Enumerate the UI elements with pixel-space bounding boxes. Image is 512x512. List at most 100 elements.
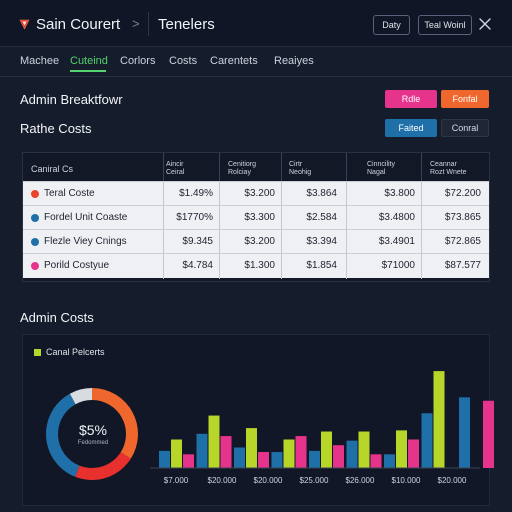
- bar-s0-g5: [346, 440, 358, 468]
- bar-s0-g1: [196, 433, 208, 468]
- table-cell: $3.4800: [378, 212, 415, 223]
- pie-slice-2: [45, 393, 80, 477]
- row-label: Flezle Viey Cnings: [44, 236, 127, 247]
- table-cell: $3.4901: [378, 236, 415, 247]
- header-divider: [421, 153, 422, 181]
- section-title-breakdown: Admin Breaktfowr: [20, 92, 123, 107]
- bar-s2-g6: [408, 439, 419, 468]
- column-divider: [281, 181, 282, 279]
- rdle-button[interactable]: Rdle: [385, 90, 437, 108]
- tab-carentets[interactable]: Carentets: [210, 55, 258, 67]
- costs-table: Caniral Cs Aincir Ceiral Cenitiorg Rolci…: [22, 152, 490, 282]
- bar-s0-g8: [459, 397, 470, 468]
- bar-s1-g2: [246, 428, 257, 468]
- row-status-dot: [31, 262, 39, 270]
- bar-s0-g7: [421, 413, 433, 468]
- section-title-costs: Rathe Costs: [20, 121, 92, 136]
- bar-s0-g2: [234, 447, 245, 468]
- header-divider: [148, 12, 149, 36]
- app-title: Sain Courert: [36, 16, 121, 33]
- tab-reaiyes[interactable]: Reaiyes: [274, 55, 314, 67]
- header-divider: [346, 153, 347, 181]
- bar-s0-g0: [159, 450, 170, 468]
- legend-label[interactable]: Canal Pelcerts: [46, 347, 105, 357]
- x-tick-label: $20.000: [254, 476, 283, 485]
- table-cell: $9.345: [182, 236, 213, 247]
- row-label: Teral Coste: [44, 188, 95, 199]
- bar-s1-g0: [171, 439, 182, 468]
- bar-s2-g8: [483, 400, 494, 468]
- breadcrumb-separator: >: [132, 16, 140, 31]
- x-tick-label: $26.000: [346, 476, 375, 485]
- table-cell: $1.854: [306, 260, 337, 271]
- app-logo-icon: [19, 19, 30, 30]
- table-header[interactable]: Cirtr Neohig: [289, 161, 312, 176]
- bar-s2-g5: [370, 454, 382, 468]
- tab-corlors[interactable]: Corlors: [120, 55, 156, 67]
- conral-button[interactable]: Conral: [441, 119, 489, 137]
- table-cell: $3.200: [244, 188, 275, 199]
- table-header[interactable]: Cenitiorg Rolciay: [228, 161, 257, 176]
- tab-costs[interactable]: Costs: [169, 55, 198, 67]
- legend-swatch: [34, 349, 41, 356]
- column-divider: [421, 181, 422, 279]
- table-cell: $3.394: [306, 236, 337, 247]
- bar-s0-g3: [271, 452, 283, 468]
- bar-s1-g5: [358, 431, 370, 468]
- fonfal-button[interactable]: Fonfal: [441, 90, 489, 108]
- x-tick-label: $7.000: [164, 476, 189, 485]
- table-header[interactable]: Caniral Cs: [31, 164, 74, 174]
- column-divider: [219, 181, 220, 279]
- nav-divider: [0, 76, 512, 77]
- table-header[interactable]: Aincir Ceiral: [166, 161, 185, 176]
- table-cell: $1770%: [176, 212, 213, 223]
- table-header[interactable]: Cinncility Nagal: [367, 161, 396, 176]
- row-status-dot: [31, 238, 39, 246]
- table-row[interactable]: Flezle Viey Cnings $9.345 $3.200 $3.394 …: [23, 229, 489, 254]
- table-row[interactable]: Porild Costyue $4.784 $1.300 $1.854 $710…: [23, 253, 489, 278]
- close-icon[interactable]: [479, 18, 491, 30]
- bar-s2-g2: [258, 452, 269, 468]
- pie-slice-3: [69, 388, 92, 405]
- table-cell: $3.200: [244, 236, 275, 247]
- table-cell: $71000: [381, 260, 415, 271]
- bar-s2-g4: [333, 445, 344, 468]
- faited-button[interactable]: Faited: [385, 119, 437, 137]
- row-label: Fordel Unit Coaste: [44, 212, 128, 223]
- section-title-admin: Admin Costs: [20, 310, 94, 325]
- bar-s1-g6: [396, 430, 407, 468]
- table-cell: $3.300: [244, 212, 275, 223]
- x-tick-label: $25.000: [300, 476, 329, 485]
- header-divider: [219, 153, 220, 181]
- day-button[interactable]: Daty: [373, 15, 410, 35]
- donut-hole: [59, 401, 125, 467]
- x-tick-label: $20.000: [208, 476, 237, 485]
- bar-s2-g3: [295, 436, 307, 468]
- row-status-dot: [31, 214, 39, 222]
- table-cell: $1.49%: [179, 188, 213, 199]
- table-cell: $72.200: [444, 188, 481, 199]
- tab-machee[interactable]: Machee: [20, 55, 60, 67]
- table-cell: $3.800: [384, 188, 415, 199]
- table-cell: $4.784: [182, 260, 213, 271]
- donut-center-caption: Fedommed: [77, 440, 109, 446]
- header-divider: [281, 153, 282, 181]
- column-divider: [163, 181, 164, 279]
- tab-cuteind[interactable]: Cuteind: [70, 55, 108, 67]
- bar-s0-g6: [384, 454, 395, 468]
- total-view-button[interactable]: Teal Woinl: [418, 15, 472, 35]
- table-row[interactable]: Fordel Unit Coaste $1770% $3.300 $2.584 …: [23, 205, 489, 230]
- row-status-dot: [31, 190, 39, 198]
- table-header[interactable]: Ceannar Rozt Wnete: [430, 161, 467, 176]
- table-cell: $73.865: [444, 212, 481, 223]
- table-cell: $2.584: [306, 212, 337, 223]
- bar-s1-g3: [283, 439, 295, 468]
- table-cell: $1.300: [244, 260, 275, 271]
- table-row[interactable]: Teral Coste $1.49% $3.200 $3.864 $3.800 …: [23, 181, 489, 206]
- x-tick-label: $20.000: [438, 476, 467, 485]
- pie-slice-0: [92, 388, 139, 459]
- bar-s0-g4: [309, 450, 320, 468]
- x-tick-label: $10.000: [392, 476, 421, 485]
- breadcrumb-current[interactable]: Tenelers: [158, 16, 215, 33]
- donut-center-value: $5%: [78, 422, 108, 438]
